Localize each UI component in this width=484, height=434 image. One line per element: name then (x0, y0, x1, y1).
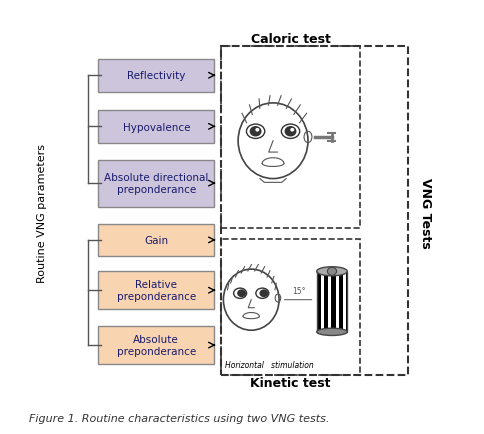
FancyBboxPatch shape (98, 272, 213, 309)
Bar (328, 272, 331, 332)
Circle shape (327, 268, 336, 276)
FancyBboxPatch shape (98, 160, 213, 207)
FancyBboxPatch shape (98, 111, 213, 143)
Bar (220, 240, 360, 375)
Text: Routine VNG parameters: Routine VNG parameters (37, 144, 46, 283)
Text: Figure 1. Routine characteristics using two VNG tests.: Figure 1. Routine characteristics using … (29, 413, 328, 423)
Circle shape (259, 290, 267, 297)
FancyBboxPatch shape (98, 60, 213, 92)
Bar (335, 272, 338, 332)
Text: Absolute
preponderance: Absolute preponderance (117, 335, 196, 356)
Bar (316, 272, 347, 332)
Text: Kinetic test: Kinetic test (250, 377, 330, 390)
FancyBboxPatch shape (98, 224, 213, 256)
Text: Gain: Gain (144, 236, 168, 246)
FancyBboxPatch shape (98, 326, 213, 364)
Circle shape (256, 129, 258, 132)
Text: Relative
preponderance: Relative preponderance (117, 280, 196, 301)
Text: Caloric test: Caloric test (250, 33, 330, 46)
Text: 15°: 15° (292, 286, 305, 296)
Bar (220, 47, 360, 228)
Bar (343, 272, 346, 332)
Text: Reflectivity: Reflectivity (127, 71, 185, 81)
Bar (220, 47, 408, 375)
Text: VNG Tests: VNG Tests (419, 178, 431, 248)
Text: Horizontal   stimulation: Horizontal stimulation (225, 360, 313, 368)
Text: Hypovalence: Hypovalence (122, 122, 190, 132)
Circle shape (250, 128, 260, 136)
Bar (320, 272, 323, 332)
Ellipse shape (316, 329, 347, 336)
Text: Absolute directional
preponderance: Absolute directional preponderance (104, 173, 208, 195)
Circle shape (290, 129, 293, 132)
Circle shape (237, 290, 245, 297)
Circle shape (285, 128, 295, 136)
Ellipse shape (316, 267, 347, 276)
